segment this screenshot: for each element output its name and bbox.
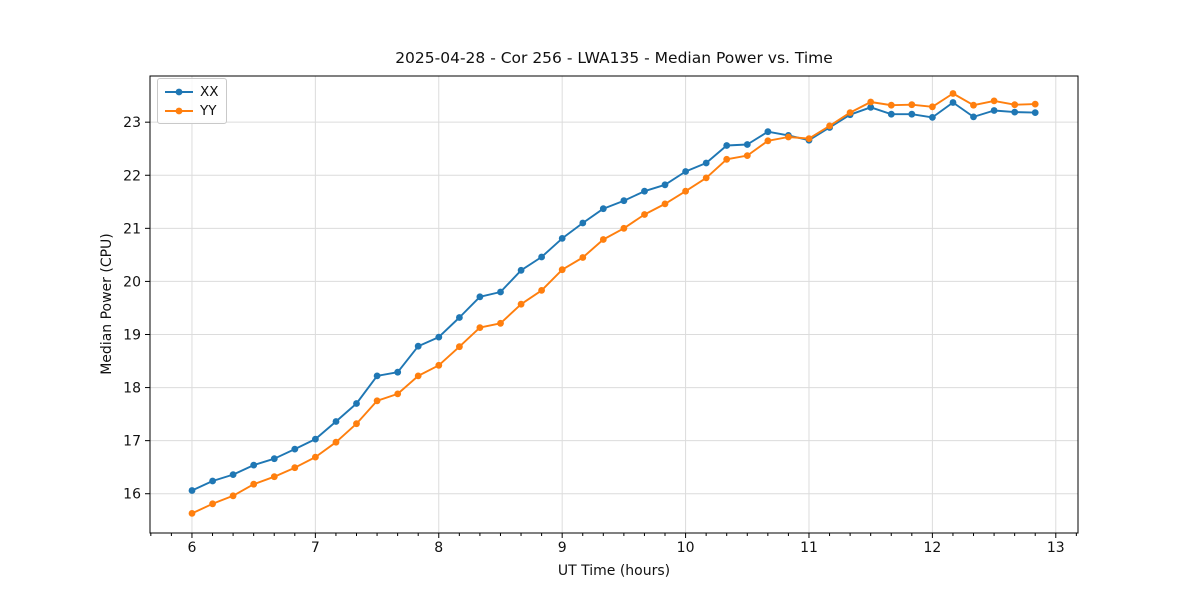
legend-label-xx: XX bbox=[200, 83, 219, 100]
chart-title: 2025-04-28 - Cor 256 - LWA135 - Median P… bbox=[395, 49, 833, 67]
x-axis-label: UT Time (hours) bbox=[557, 563, 671, 579]
svg-text:18: 18 bbox=[123, 381, 141, 397]
svg-text:11: 11 bbox=[800, 540, 818, 556]
svg-text:20: 20 bbox=[123, 274, 141, 290]
svg-text:22: 22 bbox=[123, 168, 141, 184]
y-axis-label: Median Power (CPU) bbox=[99, 233, 115, 375]
legend-item-xx: XX bbox=[164, 82, 226, 101]
legend-label-yy: YY bbox=[200, 102, 217, 119]
svg-text:10: 10 bbox=[677, 540, 695, 556]
svg-text:12: 12 bbox=[923, 540, 941, 556]
svg-text:21: 21 bbox=[123, 221, 141, 237]
legend-line-marker-icon bbox=[165, 88, 193, 95]
svg-text:23: 23 bbox=[123, 115, 141, 131]
svg-text:17: 17 bbox=[123, 434, 141, 450]
svg-text:9: 9 bbox=[558, 540, 567, 556]
svg-text:6: 6 bbox=[187, 540, 196, 556]
legend-line-marker-icon bbox=[165, 107, 193, 114]
svg-text:8: 8 bbox=[434, 540, 443, 556]
svg-text:7: 7 bbox=[311, 540, 320, 556]
legend: XX YY bbox=[157, 78, 227, 124]
svg-text:13: 13 bbox=[1047, 540, 1065, 556]
svg-text:16: 16 bbox=[123, 487, 141, 503]
svg-text:19: 19 bbox=[123, 327, 141, 343]
legend-item-yy: YY bbox=[164, 101, 226, 120]
